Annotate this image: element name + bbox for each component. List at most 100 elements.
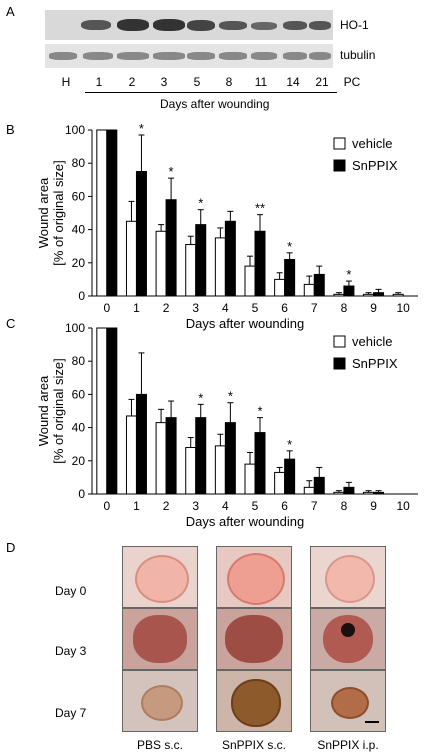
bar-SnPPIX [343, 285, 355, 297]
bar-vehicle [185, 244, 197, 297]
significance-marker: * [287, 437, 292, 452]
y-tick-label: 0 [78, 289, 85, 303]
y-axis-label: [% of original size] [51, 358, 66, 464]
bar-SnPPIX [373, 491, 385, 495]
bar-SnPPIX [343, 486, 355, 495]
x-tick-label: 0 [103, 499, 110, 513]
lane-label: 2 [128, 75, 136, 89]
x-axis-label: Days after wounding [186, 514, 305, 529]
photo-snppix-sc-day0 [216, 546, 292, 608]
bar-SnPPIX [195, 224, 207, 297]
x-tick-label: 5 [252, 499, 259, 513]
bar-SnPPIX [254, 432, 266, 495]
bar-vehicle [303, 283, 315, 297]
legend-swatch-vehicle [333, 137, 346, 150]
bar-SnPPIX [106, 327, 118, 495]
photo-snppix-sc-day7 [216, 670, 292, 732]
bar-vehicle [274, 278, 286, 297]
bar-vehicle [363, 491, 375, 495]
x-tick-label: 2 [163, 301, 170, 315]
x-tick-label: 7 [311, 301, 318, 315]
y-tick-label: 60 [72, 189, 86, 203]
bar-vehicle [244, 265, 256, 297]
bar-SnPPIX [254, 230, 266, 297]
x-tick-label: 2 [163, 499, 170, 513]
photo-row-label: Day 3 [55, 644, 87, 658]
bar-SnPPIX [224, 422, 236, 495]
significance-marker: ** [255, 201, 265, 216]
photo-column-label: SnPPIX s.c. [221, 738, 287, 752]
y-tick-label: 100 [65, 321, 85, 335]
panel-label-d: D [6, 540, 16, 555]
y-axis-label: Wound area [36, 375, 51, 446]
lane-label: 1 [95, 75, 103, 89]
bar-vehicle [155, 230, 167, 297]
y-tick-label: 80 [72, 354, 86, 368]
bar-vehicle [185, 447, 197, 495]
x-tick-label: 6 [281, 499, 288, 513]
bar-SnPPIX [165, 417, 177, 495]
bar-SnPPIX [284, 458, 296, 495]
lane-label: 3 [160, 75, 168, 89]
legend-swatch-SnPPIX [333, 357, 346, 370]
x-tick-label: 8 [341, 499, 348, 513]
x-tick-label: 9 [370, 499, 377, 513]
lane-label: 21 [315, 75, 329, 89]
bar-SnPPIX [313, 273, 325, 297]
bar-vehicle [333, 491, 345, 495]
bar-vehicle [96, 327, 108, 495]
bar-SnPPIX [224, 220, 236, 297]
photo-row-label: Day 7 [55, 706, 87, 720]
blot-label-ho1: HO-1 [340, 18, 369, 32]
x-tick-label: 7 [311, 499, 318, 513]
bar-SnPPIX [135, 171, 147, 297]
lane-label: H [61, 75, 71, 89]
bar-SnPPIX [135, 393, 147, 495]
significance-marker: * [139, 121, 144, 136]
x-tick-label: 10 [397, 301, 411, 315]
significance-marker: * [346, 267, 351, 282]
photo-column-label: PBS s.c. [136, 738, 184, 752]
blot-label-tubulin: tubulin [340, 48, 376, 62]
significance-marker: * [198, 196, 203, 211]
panel-label-c: C [6, 316, 16, 331]
blot-day-range-line [85, 92, 337, 93]
photo-row-label: Day 0 [55, 584, 87, 598]
significance-marker: * [287, 239, 292, 254]
photo-snppix-ip-day0 [310, 546, 386, 608]
x-tick-label: 1 [133, 499, 140, 513]
photo-snppix-ip-day7 [310, 670, 386, 732]
y-tick-label: 20 [72, 454, 86, 468]
scale-bar [365, 721, 379, 723]
lane-label: 8 [225, 75, 233, 89]
bar-SnPPIX [284, 258, 296, 297]
legend-label-vehicle: vehicle [352, 334, 392, 349]
y-tick-label: 80 [72, 156, 86, 170]
blot-strip-tubulin [45, 44, 333, 68]
bar-vehicle [244, 463, 256, 495]
x-axis-label: Days after wounding [186, 316, 305, 331]
x-tick-label: 8 [341, 301, 348, 315]
y-tick-label: 40 [72, 421, 86, 435]
significance-marker: * [257, 404, 262, 419]
legend-swatch-SnPPIX [333, 159, 346, 172]
x-tick-label: 3 [192, 499, 199, 513]
x-tick-label: 1 [133, 301, 140, 315]
blot-strip-ho1 [45, 10, 333, 40]
bar-SnPPIX [106, 129, 118, 297]
x-tick-label: 4 [222, 499, 229, 513]
bar-vehicle [96, 129, 108, 297]
bar-vehicle [303, 486, 315, 495]
blot-xlabel: Days after wounding [160, 97, 270, 111]
bar-vehicle [392, 293, 404, 297]
photo-pbs-day7 [122, 670, 198, 732]
photo-snppix-ip-day3 [310, 608, 386, 670]
bar-SnPPIX [195, 417, 207, 495]
panel-label-b: B [6, 122, 15, 137]
lane-label: 11 [254, 75, 268, 89]
photo-pbs-day3 [122, 608, 198, 670]
bar-SnPPIX [165, 199, 177, 297]
legend-swatch-vehicle [333, 335, 346, 348]
